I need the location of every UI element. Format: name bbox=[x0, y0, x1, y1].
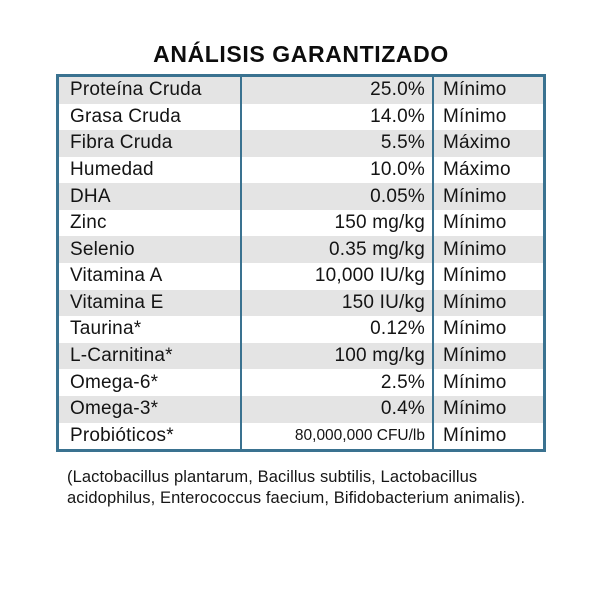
nutrient-value-cell: 0.4% bbox=[240, 395, 432, 423]
nutrient-value-cell: 10,000 IU/kg bbox=[240, 263, 432, 290]
nutrient-qualifier-cell: Mínimo bbox=[432, 103, 543, 131]
table-row: Vitamina E 150 IU/kg Mínimo bbox=[59, 289, 543, 317]
nutrient-name-cell: Proteína Cruda bbox=[70, 79, 202, 101]
table-row: Proteína Cruda 25.0% Mínimo bbox=[59, 77, 543, 104]
table-row: Fibra Cruda 5.5% Máximo bbox=[59, 130, 543, 157]
table-row: Selenio 0.35 mg/kg Mínimo bbox=[59, 236, 543, 264]
nutrient-qualifier-cell: Mínimo bbox=[432, 369, 543, 396]
table-row: Omega-3* 0.4% Mínimo bbox=[59, 395, 543, 423]
nutrient-name-cell: Grasa Cruda bbox=[70, 105, 181, 127]
table-row: Grasa Cruda 14.0% Mínimo bbox=[59, 103, 543, 131]
table-row: DHA 0.05% Mínimo bbox=[59, 183, 543, 210]
nutrient-value-cell: 0.35 mg/kg bbox=[240, 236, 432, 264]
nutrient-qualifier-cell: Mínimo bbox=[432, 77, 543, 104]
table-row: Humedad 10.0% Máximo bbox=[59, 156, 543, 184]
nutrient-value-cell: 0.12% bbox=[240, 316, 432, 343]
guaranteed-analysis-table: Proteína Cruda 25.0% Mínimo Grasa Cruda … bbox=[56, 74, 546, 452]
table-row: Taurina* 0.12% Mínimo bbox=[59, 316, 543, 343]
table-row: Omega-6* 2.5% Mínimo bbox=[59, 369, 543, 396]
nutrient-value-cell: 150 IU/kg bbox=[240, 289, 432, 317]
nutrient-qualifier-cell: Máximo bbox=[432, 130, 543, 157]
nutrient-name-cell: DHA bbox=[70, 185, 111, 207]
nutrient-value-cell: 14.0% bbox=[240, 103, 432, 131]
nutrient-name-cell: Taurina* bbox=[70, 318, 142, 340]
nutrient-qualifier-cell: Mínimo bbox=[432, 342, 543, 370]
nutrient-name-cell: Omega-3* bbox=[70, 398, 159, 420]
nutrient-name-cell: Zinc bbox=[70, 212, 107, 234]
nutrient-qualifier-cell: Máximo bbox=[432, 156, 543, 184]
nutrient-name-cell: Fibra Cruda bbox=[70, 132, 173, 154]
nutrient-qualifier-cell: Mínimo bbox=[432, 395, 543, 423]
nutrient-qualifier-cell: Mínimo bbox=[432, 209, 543, 237]
probiotics-footnote: (Lactobacillus plantarum, Bacillus subti… bbox=[67, 468, 526, 507]
table-row: Zinc 150 mg/kg Mínimo bbox=[59, 209, 543, 237]
page-title: ANÁLISIS GARANTIZADO bbox=[153, 41, 449, 67]
nutrient-value-cell: 0.05% bbox=[240, 183, 432, 210]
nutrient-qualifier-cell: Mínimo bbox=[432, 236, 543, 264]
nutrient-name-cell: Probióticos* bbox=[70, 424, 174, 446]
nutrient-qualifier-cell: Mínimo bbox=[432, 183, 543, 210]
nutrient-name-cell: Omega-6* bbox=[70, 371, 159, 393]
nutrient-value-cell: 2.5% bbox=[240, 369, 432, 396]
nutrient-value-cell: 150 mg/kg bbox=[240, 209, 432, 237]
nutrient-name-cell: Vitamina A bbox=[70, 265, 163, 287]
nutrient-name-cell: Selenio bbox=[70, 238, 135, 260]
table-row: Vitamina A 10,000 IU/kg Mínimo bbox=[59, 263, 543, 290]
nutrient-qualifier-cell: Mínimo bbox=[432, 422, 543, 450]
nutrient-qualifier-cell: Mínimo bbox=[432, 289, 543, 317]
nutrient-name-cell: Humedad bbox=[70, 159, 154, 181]
table-row: Probióticos* 80,000,000 CFU/lb Mínimo bbox=[59, 422, 543, 450]
table-row: L-Carnitina* 100 mg/kg Mínimo bbox=[59, 342, 543, 370]
nutrient-value-cell: 5.5% bbox=[240, 130, 432, 157]
nutrient-value-cell: 25.0% bbox=[240, 77, 432, 104]
nutrient-name-cell: Vitamina E bbox=[70, 291, 164, 313]
nutrient-name-cell: L-Carnitina* bbox=[70, 345, 173, 367]
nutrient-value-cell: 100 mg/kg bbox=[240, 342, 432, 370]
nutrient-qualifier-cell: Mínimo bbox=[432, 263, 543, 290]
nutrient-qualifier-cell: Mínimo bbox=[432, 316, 543, 343]
nutrient-value-cell: 10.0% bbox=[240, 156, 432, 184]
nutrient-value-cell: 80,000,000 CFU/lb bbox=[240, 422, 432, 450]
